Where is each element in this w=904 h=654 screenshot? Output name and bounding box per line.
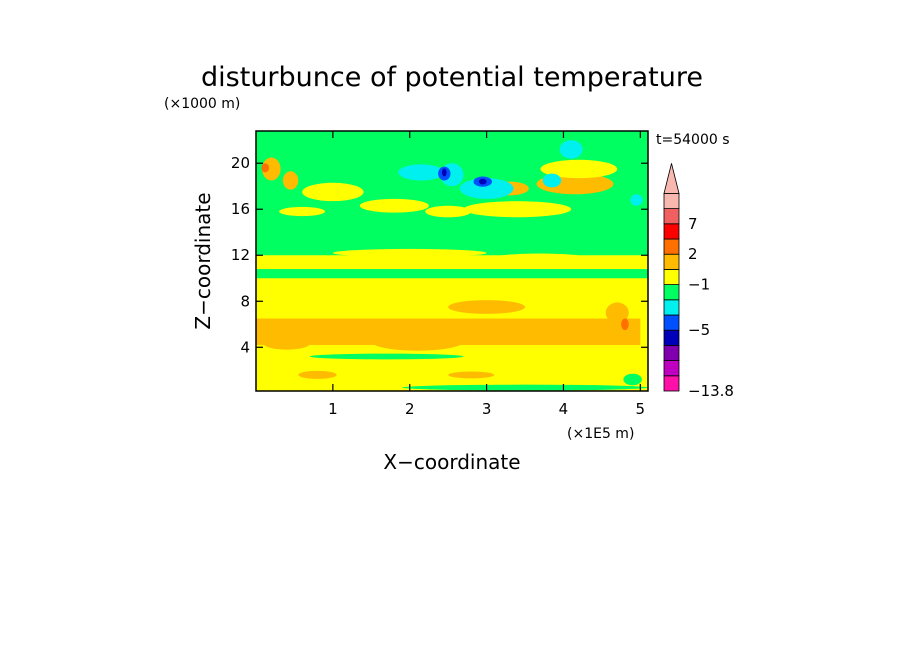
contour-region (623, 373, 642, 386)
contour-region (425, 205, 472, 218)
y-tick-label: 20 (231, 154, 250, 172)
y-tick-label: 16 (231, 200, 250, 218)
x-tick-label: 3 (482, 400, 492, 418)
x-axis: 1 2 3 4 5 (328, 131, 645, 418)
contour-region (371, 332, 464, 351)
colorbar-cell (663, 329, 680, 346)
colorbar-label: −1 (688, 276, 710, 294)
contour-region (279, 206, 326, 217)
plot-frame (255, 130, 649, 392)
colorbar-cell (663, 344, 680, 361)
mid-green-strip (256, 269, 648, 279)
contour-region (282, 171, 299, 190)
y-tick-label: 12 (231, 246, 250, 264)
contour-region (621, 318, 629, 331)
contour-region (298, 370, 337, 379)
colorbar-label: −13.8 (688, 382, 734, 400)
y-tick-label: 8 (240, 292, 250, 310)
x-unit-label: (×1E5 m) (567, 426, 634, 442)
contour-region (442, 168, 447, 177)
contour-region (478, 178, 487, 185)
x-tick-label: 5 (636, 400, 646, 418)
colorbar-arrow (663, 163, 680, 194)
contour-region (263, 338, 310, 350)
contour-region (540, 159, 618, 179)
colorbar-cell (663, 238, 680, 255)
colorbar-label: −5 (688, 321, 710, 339)
colorbar-label: 2 (688, 245, 698, 263)
contour-region (459, 178, 514, 199)
colorbar-cell (663, 268, 680, 285)
contour-region (559, 140, 583, 159)
contour-region (630, 194, 643, 206)
colorbar-cell (663, 314, 680, 331)
x-axis-title: X−coordinate (383, 450, 520, 474)
colorbar: 7 2 −1 −5 −13.8 (663, 163, 734, 400)
x-tick-label: 2 (405, 400, 415, 418)
y-tick-label: 4 (240, 338, 250, 356)
contour-region (448, 371, 495, 379)
contour-region (463, 201, 572, 218)
contour-region (262, 157, 281, 181)
y-axis: 4 8 12 16 20 (231, 154, 648, 356)
colorbar-cell (663, 223, 680, 240)
x-tick-label: 4 (559, 400, 569, 418)
colorbar-cell (663, 192, 680, 209)
contour-region (261, 163, 270, 173)
contour-region (332, 248, 487, 257)
contour-region (402, 384, 648, 391)
contour-region (448, 300, 526, 314)
contour-field (256, 131, 648, 391)
contour-region (494, 253, 587, 262)
chart-title: disturbunce of potential temperature (201, 62, 703, 93)
colorbar-cell (663, 284, 680, 301)
contour-region (302, 182, 364, 202)
y-axis-title: Z−coordinate (191, 192, 215, 329)
contour-region (309, 353, 464, 360)
x-tick-label: 1 (328, 400, 338, 418)
contour-region (359, 198, 429, 213)
colorbar-cell (663, 360, 680, 377)
colorbar-cell (663, 299, 680, 316)
contour-region (398, 164, 445, 181)
colorbar-cell (663, 208, 680, 225)
colorbar-label: 7 (688, 215, 698, 233)
contour-region (605, 302, 629, 324)
time-label: t=54000 s (656, 132, 730, 148)
contour-region (542, 173, 562, 188)
colorbar-cell (663, 253, 680, 270)
y-unit-label: (×1000 m) (164, 96, 240, 112)
colorbar-cell (663, 375, 680, 392)
